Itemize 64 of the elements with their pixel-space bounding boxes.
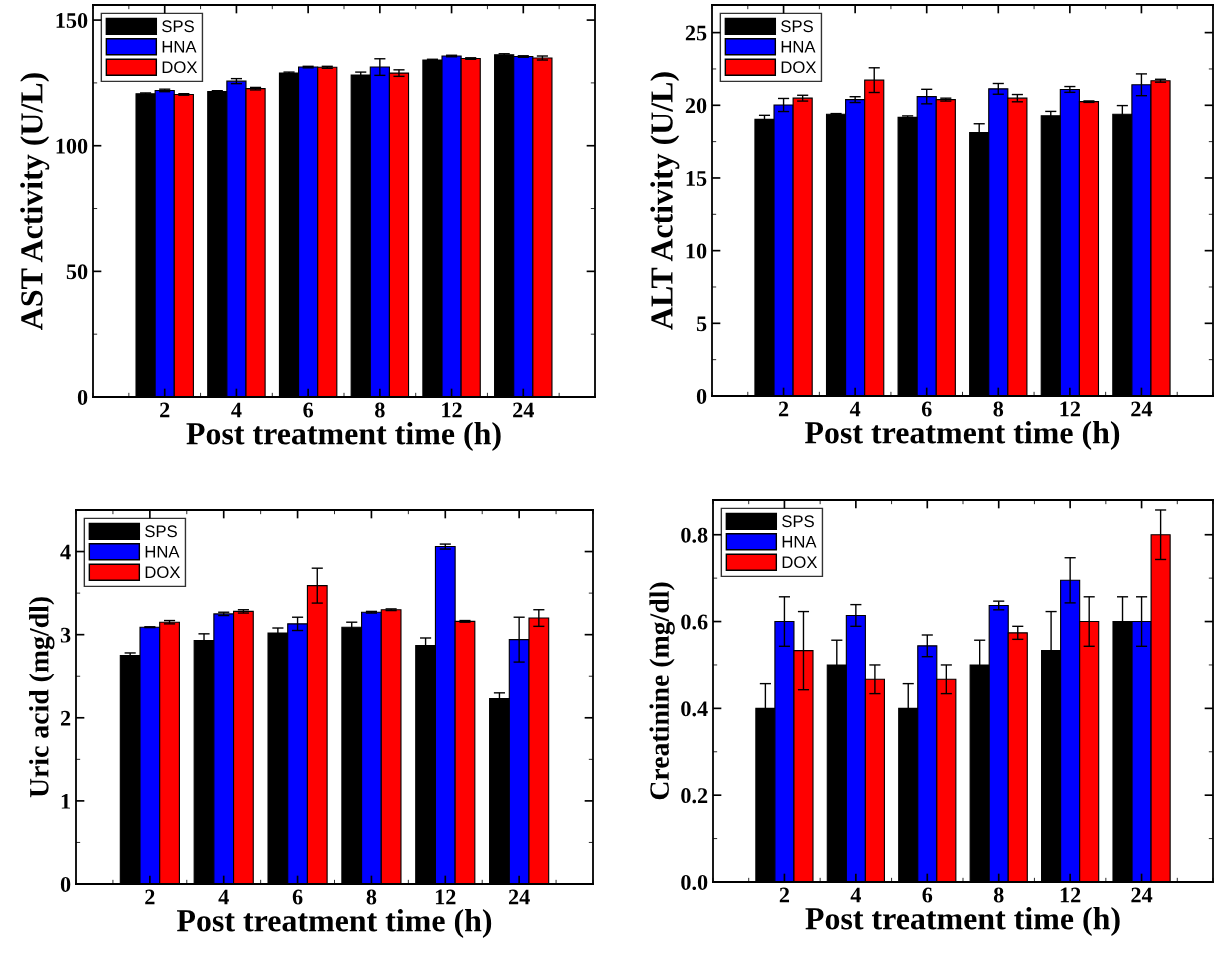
x-axis-title: Post treatment time (h) bbox=[186, 422, 501, 451]
y-tick-label: 150 bbox=[56, 13, 88, 29]
legend-label: HNA bbox=[145, 545, 180, 558]
x-tick-label: 8 bbox=[993, 401, 1004, 417]
x-tick-label: 2 bbox=[778, 401, 789, 417]
y-tick-label: 0.6 bbox=[681, 614, 708, 630]
y-tick-label: 0.4 bbox=[681, 701, 708, 717]
x-tick-label: 8 bbox=[375, 402, 385, 418]
y-tick-label: 0 bbox=[60, 876, 71, 892]
y-tick-label: 5 bbox=[696, 316, 707, 332]
legend-label: DOX bbox=[162, 61, 198, 74]
y-tick-label: 3 bbox=[60, 627, 71, 643]
x-tick-label: 6 bbox=[922, 887, 933, 903]
legend-label: HNA bbox=[782, 535, 817, 548]
y-tick-label: 0.8 bbox=[681, 527, 708, 543]
legend-label: HNA bbox=[781, 40, 816, 53]
x-tick-label: 2 bbox=[145, 889, 155, 905]
y-tick-label: 100 bbox=[56, 138, 88, 154]
y-tick-label: 15 bbox=[686, 171, 707, 186]
y-tick-label: 0 bbox=[696, 388, 707, 404]
x-tick-label: 2 bbox=[779, 887, 790, 903]
x-tick-label: 12 bbox=[1060, 401, 1081, 417]
x-tick-label: 2 bbox=[160, 402, 170, 418]
legend-label: DOX bbox=[782, 556, 818, 569]
x-tick-label: 24 bbox=[1131, 887, 1153, 903]
y-tick-label: 10 bbox=[686, 243, 707, 259]
y-tick-label: 0.0 bbox=[681, 874, 708, 891]
x-tick-label: 24 bbox=[513, 402, 534, 418]
y-tick-label: 1 bbox=[61, 793, 70, 809]
x-tick-label: 4 bbox=[231, 402, 242, 418]
y-tick-label: 25 bbox=[685, 25, 707, 41]
x-axis-title: Post treatment time (h) bbox=[805, 907, 1120, 936]
x-tick-label: 8 bbox=[993, 887, 1004, 903]
y-axis-title: ALT Activity (U/L) bbox=[650, 72, 680, 330]
x-tick-label: 4 bbox=[849, 401, 861, 417]
x-tick-label: 12 bbox=[1060, 887, 1081, 903]
y-tick-label: 0.2 bbox=[681, 788, 708, 804]
y-tick-label: 0 bbox=[77, 389, 88, 405]
y-tick-label: 20 bbox=[685, 98, 707, 114]
legend-label: SPS bbox=[145, 525, 177, 538]
x-tick-label: 8 bbox=[366, 889, 377, 905]
x-tick-label: 12 bbox=[435, 889, 456, 905]
x-tick-label: 24 bbox=[1131, 401, 1153, 417]
x-tick-label: 6 bbox=[292, 889, 303, 905]
y-tick-label: 4 bbox=[60, 544, 71, 560]
y-axis-title: Uric acid (mg/dl) bbox=[29, 597, 55, 798]
legend-label: SPS bbox=[781, 20, 813, 33]
y-axis-title: AST Activity (U/L) bbox=[20, 73, 50, 330]
x-tick-label: 6 bbox=[921, 401, 932, 417]
x-axis-title: Post treatment time (h) bbox=[805, 421, 1120, 450]
y-axis-title: Creatinine (mg/dl) bbox=[649, 582, 675, 800]
legend-label: DOX bbox=[781, 61, 817, 74]
x-tick-label: 4 bbox=[850, 887, 861, 903]
x-tick-label: 24 bbox=[508, 889, 530, 905]
x-axis-title: Post treatment time (h) bbox=[177, 909, 492, 938]
x-tick-label: 12 bbox=[442, 402, 462, 418]
legend-label: SPS bbox=[162, 20, 194, 33]
y-tick-label: 2 bbox=[60, 710, 71, 726]
legend-label: HNA bbox=[162, 40, 197, 53]
legend-label: DOX bbox=[145, 566, 181, 579]
x-tick-label: 6 bbox=[303, 402, 314, 418]
y-tick-label: 50 bbox=[66, 264, 88, 280]
x-tick-label: 4 bbox=[218, 889, 229, 905]
legend-label: SPS bbox=[782, 515, 814, 528]
